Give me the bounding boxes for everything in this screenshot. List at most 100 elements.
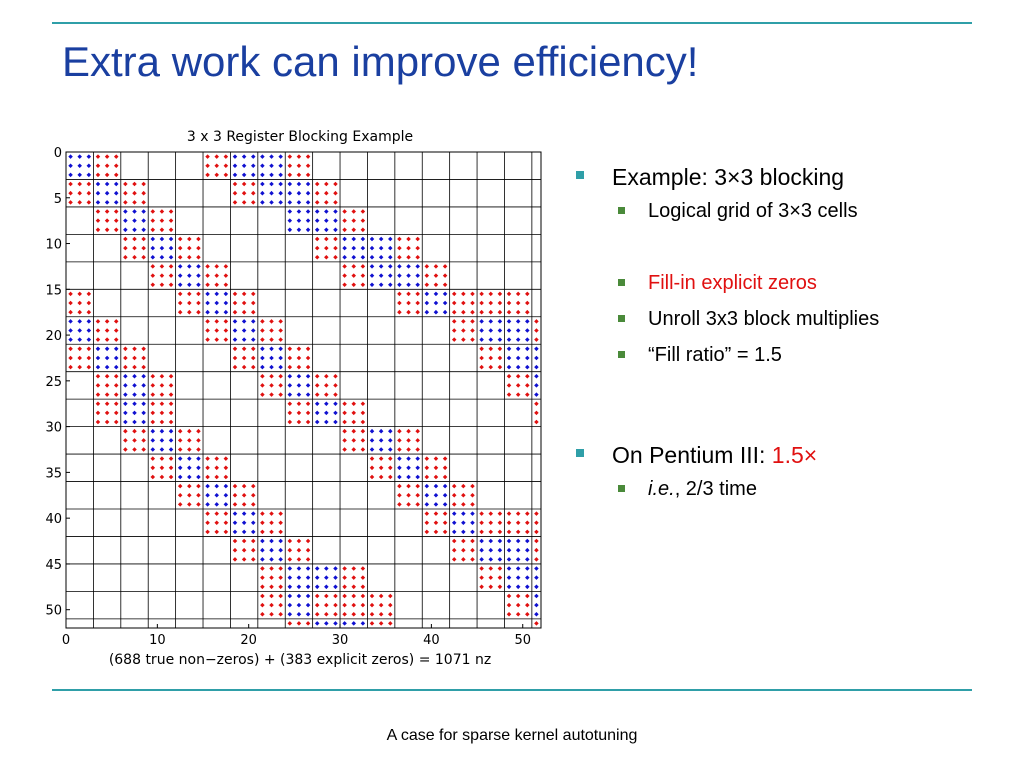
explicit-zero-point — [351, 428, 357, 434]
true-nonzero-point — [305, 392, 311, 397]
true-nonzero-point — [314, 401, 320, 406]
explicit-zero-point — [369, 474, 375, 480]
true-nonzero-point — [305, 593, 311, 599]
block-1-0 — [68, 181, 92, 205]
explicit-zero-point — [506, 602, 512, 608]
explicit-zero-point — [342, 575, 347, 580]
explicit-zero-point — [333, 383, 338, 388]
block-8-8 — [287, 374, 311, 397]
explicit-zero-point — [77, 300, 82, 306]
x-tick-label: 40 — [423, 633, 440, 648]
explicit-zero-point — [351, 438, 357, 443]
explicit-zero-point — [241, 355, 247, 361]
explicit-zero-point — [123, 200, 128, 205]
true-nonzero-point — [333, 218, 338, 223]
explicit-zero-point — [451, 483, 457, 489]
true-nonzero-point — [287, 383, 293, 388]
true-nonzero-point — [223, 502, 229, 507]
explicit-zero-point — [214, 328, 219, 333]
explicit-zero-point — [104, 419, 110, 425]
block-14-15 — [479, 538, 503, 562]
explicit-zero-point — [360, 584, 366, 590]
explicit-zero-point — [177, 291, 183, 297]
true-nonzero-point — [177, 273, 183, 278]
block-9-3 — [150, 401, 174, 425]
block-17-9 — [314, 621, 338, 626]
true-nonzero-point — [278, 190, 283, 196]
explicit-zero-point — [123, 346, 128, 352]
block-13-14 — [451, 511, 475, 535]
true-nonzero-point — [506, 547, 512, 553]
explicit-zero-point — [342, 584, 347, 590]
explicit-zero-point — [287, 410, 293, 416]
true-nonzero-point — [369, 255, 375, 260]
explicit-zero-point — [305, 547, 311, 553]
true-nonzero-point — [442, 483, 448, 489]
explicit-zero-point — [305, 346, 311, 352]
explicit-zero-point — [177, 300, 183, 306]
true-nonzero-point — [296, 392, 302, 397]
block-14-7 — [260, 538, 283, 562]
block-8-9 — [314, 374, 338, 397]
block-15-15 — [479, 566, 503, 590]
true-nonzero-point — [406, 264, 411, 269]
explicit-zero-point — [369, 602, 375, 608]
explicit-zero-point — [269, 520, 274, 525]
explicit-zero-point — [442, 474, 448, 480]
true-nonzero-point — [369, 438, 375, 443]
true-nonzero-point — [278, 547, 283, 553]
y-tick-label: 5 — [54, 192, 62, 207]
explicit-zero-point — [451, 328, 457, 333]
true-nonzero-point — [159, 447, 165, 452]
explicit-zero-point — [278, 593, 283, 599]
explicit-zero-point — [287, 364, 293, 370]
explicit-zero-point — [95, 218, 101, 223]
true-nonzero-point — [278, 154, 283, 159]
explicit-zero-point — [214, 465, 219, 471]
explicit-zero-point — [470, 502, 475, 507]
sub-bullet-spacer — [576, 234, 1016, 260]
true-nonzero-point — [324, 566, 329, 571]
explicit-zero-point — [168, 410, 174, 416]
block-6-6 — [232, 319, 256, 342]
explicit-zero-point — [388, 456, 393, 461]
block-11-3 — [150, 456, 174, 480]
block-7-16 — [506, 346, 530, 370]
explicit-zero-point — [406, 291, 411, 297]
explicit-zero-point — [314, 383, 320, 388]
true-nonzero-point — [378, 236, 384, 242]
true-nonzero-point — [525, 328, 530, 333]
explicit-zero-point — [86, 190, 92, 196]
true-nonzero-point — [123, 227, 128, 233]
true-nonzero-point — [278, 200, 283, 205]
sub-bullet-fill-in: Fill-in explicit zeros — [576, 270, 1016, 296]
explicit-zero-point — [433, 465, 439, 471]
true-nonzero-point — [360, 621, 366, 626]
explicit-zero-point — [287, 547, 293, 553]
explicit-zero-point — [342, 566, 347, 571]
true-nonzero-point — [342, 621, 347, 626]
explicit-zero-point — [187, 428, 192, 434]
explicit-zero-point — [305, 401, 311, 406]
true-nonzero-point — [506, 566, 512, 571]
true-nonzero-point — [397, 273, 402, 278]
true-nonzero-point — [534, 346, 539, 352]
true-nonzero-point — [260, 346, 265, 352]
block-16-9 — [314, 593, 338, 617]
explicit-zero-point — [378, 456, 384, 461]
true-nonzero-point — [369, 236, 375, 242]
explicit-zero-point — [360, 264, 366, 269]
explicit-zero-point — [378, 474, 384, 480]
explicit-zero-point — [187, 438, 192, 443]
explicit-zero-point — [360, 273, 366, 278]
explicit-zero-point — [159, 383, 165, 388]
true-nonzero-point — [269, 547, 274, 553]
explicit-zero-point — [406, 483, 411, 489]
true-nonzero-point — [515, 364, 521, 370]
true-nonzero-point — [168, 447, 174, 452]
true-nonzero-point — [214, 300, 219, 306]
explicit-zero-point — [506, 392, 512, 397]
explicit-zero-point — [232, 493, 238, 498]
explicit-zero-point — [177, 483, 183, 489]
explicit-zero-point — [287, 538, 293, 544]
